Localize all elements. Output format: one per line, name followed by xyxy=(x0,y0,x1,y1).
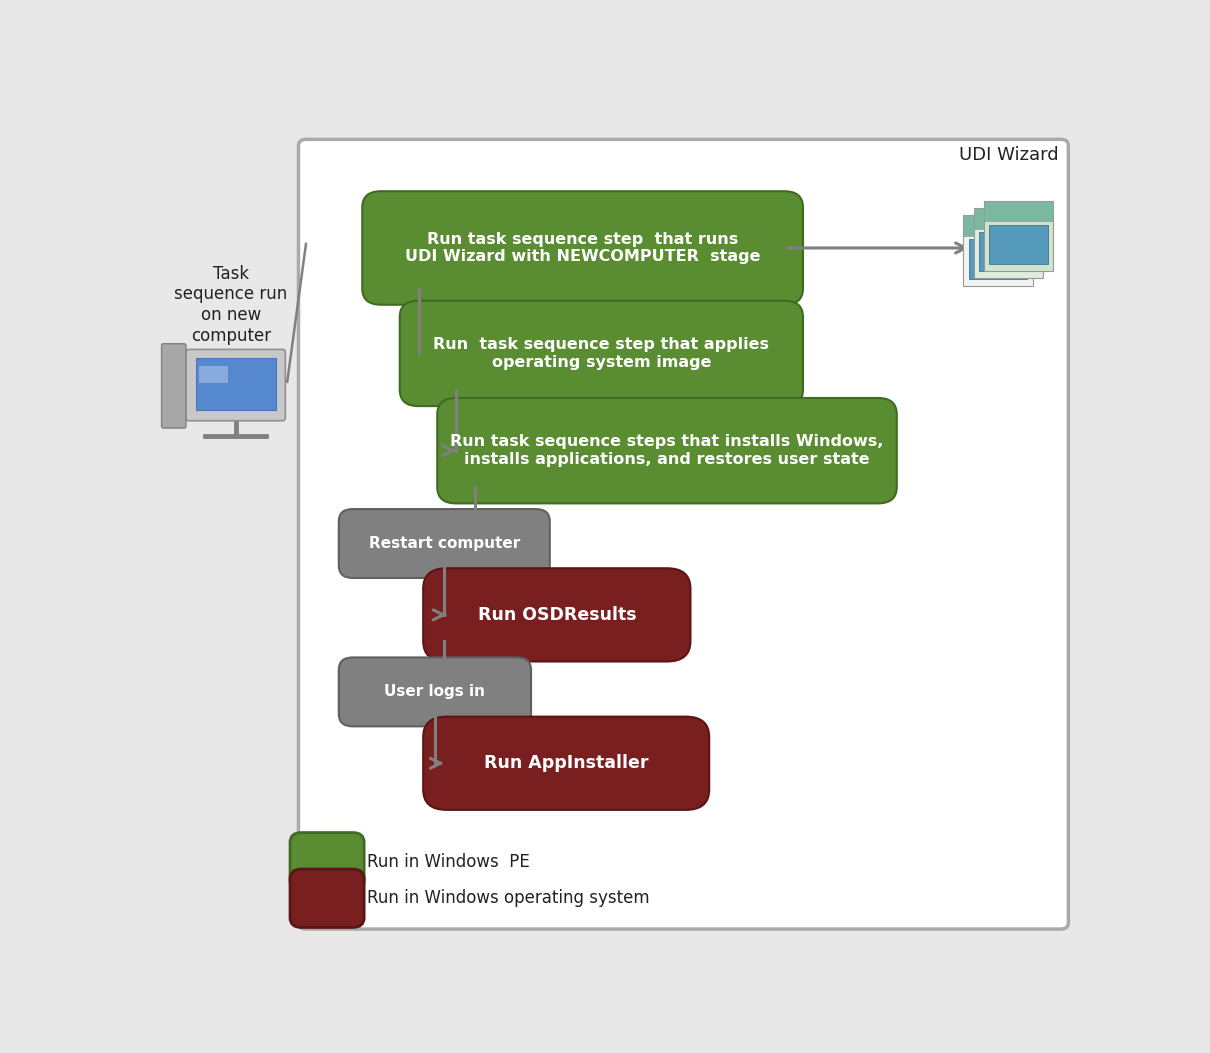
FancyBboxPatch shape xyxy=(974,207,1043,229)
FancyBboxPatch shape xyxy=(290,869,364,928)
FancyBboxPatch shape xyxy=(963,215,1032,236)
FancyBboxPatch shape xyxy=(969,239,1027,279)
FancyBboxPatch shape xyxy=(437,398,897,503)
Text: Run in Windows operating system: Run in Windows operating system xyxy=(367,889,650,908)
FancyBboxPatch shape xyxy=(963,215,1032,285)
FancyBboxPatch shape xyxy=(424,569,691,661)
FancyBboxPatch shape xyxy=(399,301,803,406)
FancyBboxPatch shape xyxy=(984,200,1054,271)
FancyBboxPatch shape xyxy=(290,833,364,891)
FancyBboxPatch shape xyxy=(339,509,549,578)
Text: Run  task sequence step that applies
operating system image: Run task sequence step that applies oper… xyxy=(433,337,770,370)
FancyBboxPatch shape xyxy=(424,717,709,810)
Text: Run AppInstaller: Run AppInstaller xyxy=(484,754,649,772)
FancyBboxPatch shape xyxy=(974,207,1043,278)
Text: UDI Wizard: UDI Wizard xyxy=(960,145,1059,163)
Text: Run task sequence step  that runs
UDI Wizard with NEWCOMPUTER  stage: Run task sequence step that runs UDI Wiz… xyxy=(405,232,760,264)
FancyBboxPatch shape xyxy=(186,350,286,421)
FancyBboxPatch shape xyxy=(198,365,227,382)
FancyBboxPatch shape xyxy=(990,224,1048,264)
FancyBboxPatch shape xyxy=(362,192,803,304)
Text: User logs in: User logs in xyxy=(385,684,485,699)
FancyBboxPatch shape xyxy=(339,657,531,727)
FancyBboxPatch shape xyxy=(984,200,1054,221)
FancyBboxPatch shape xyxy=(196,358,276,411)
Text: Task
sequence run
on new
computer: Task sequence run on new computer xyxy=(174,264,288,345)
Text: Restart computer: Restart computer xyxy=(369,536,520,551)
FancyBboxPatch shape xyxy=(162,343,186,429)
Text: Run OSDResults: Run OSDResults xyxy=(478,605,636,623)
Text: Run in Windows  PE: Run in Windows PE xyxy=(367,853,530,871)
Text: Run task sequence steps that installs Windows,
installs applications, and restor: Run task sequence steps that installs Wi… xyxy=(450,435,883,466)
FancyBboxPatch shape xyxy=(979,232,1038,272)
FancyBboxPatch shape xyxy=(299,139,1068,929)
